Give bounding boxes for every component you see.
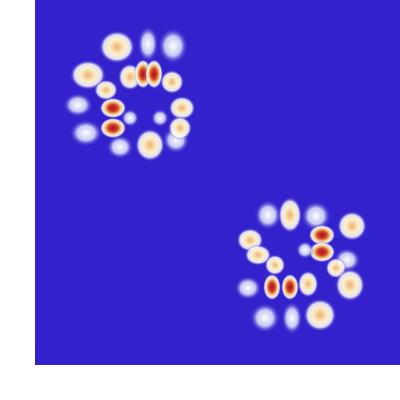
- intensity-blob: [135, 128, 165, 162]
- intensity-blob: [158, 28, 188, 64]
- intensity-blob: [278, 197, 302, 233]
- intensity-blob: [281, 273, 299, 301]
- intensity-blob: [281, 301, 303, 335]
- intensity-blob: [145, 59, 163, 89]
- intensity-blob: [296, 241, 314, 259]
- intensity-blob: [94, 79, 118, 101]
- intensity-blob: [337, 211, 367, 241]
- intensity-blob: [264, 254, 286, 276]
- intensity-blob: [308, 241, 336, 263]
- intensity-blob: [69, 119, 103, 147]
- intensity-blob: [250, 303, 280, 333]
- intensity-blob: [99, 30, 135, 64]
- intensity-blob: [70, 60, 106, 90]
- intensity-blob: [168, 96, 196, 120]
- intensity-blobs: [63, 26, 367, 335]
- intensity-blob: [99, 97, 127, 119]
- intensity-blob: [301, 201, 331, 231]
- intensity-blob: [244, 244, 272, 266]
- intensity-blob: [106, 135, 134, 159]
- intensity-blob: [263, 273, 281, 301]
- intensity-blob: [160, 70, 184, 94]
- intensity-blob: [335, 268, 365, 302]
- intensity-blob: [297, 270, 319, 298]
- intensity-blob: [308, 224, 336, 246]
- intensity-blob: [234, 276, 262, 300]
- intensity-blob: [151, 109, 169, 127]
- intensity-blob: [121, 109, 139, 127]
- intensity-blob: [137, 26, 159, 62]
- intensity-blob: [63, 93, 93, 117]
- field-background: [35, 0, 400, 365]
- intensity-blob: [303, 298, 337, 332]
- intensity-blob: [99, 117, 127, 139]
- intensity-blob: [168, 116, 192, 140]
- intensity-blob: [254, 200, 282, 230]
